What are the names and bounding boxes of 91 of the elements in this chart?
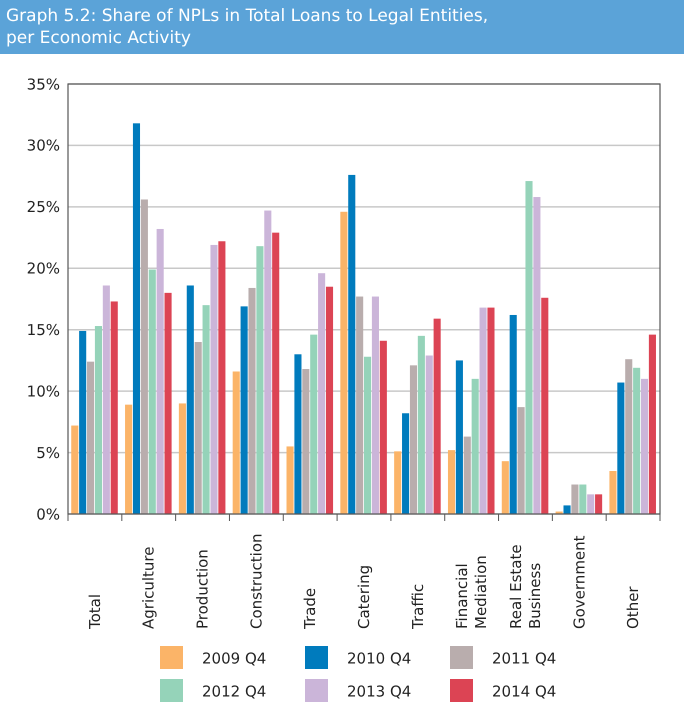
bar	[178, 403, 186, 514]
legend-label: 2010 Q4	[347, 649, 412, 668]
bar	[164, 292, 172, 514]
bar	[340, 212, 348, 514]
y-tick-label: 35%	[26, 75, 60, 94]
bar	[394, 451, 402, 514]
legend-label: 2014 Q4	[492, 682, 556, 700]
y-tick-label: 15%	[26, 320, 60, 339]
bar	[302, 369, 310, 514]
bar	[502, 461, 509, 514]
bar	[256, 246, 264, 514]
bar	[248, 288, 256, 514]
x-tick-label: Traffic	[408, 584, 427, 630]
bar	[186, 285, 194, 514]
legend-label: 2012 Q4	[202, 682, 266, 700]
legend-label: 2009 Q4	[202, 649, 266, 668]
x-tick-label: Production	[194, 549, 212, 629]
bar	[310, 334, 318, 514]
bar	[464, 436, 471, 514]
bar	[541, 298, 548, 514]
bar	[434, 318, 441, 514]
bar	[264, 210, 272, 514]
bar	[418, 336, 425, 514]
legend-label: 2011 Q4	[492, 649, 556, 668]
x-tick-label: Real Estate Business	[506, 544, 544, 629]
bar	[579, 484, 586, 514]
bar	[533, 197, 540, 514]
bar	[87, 362, 94, 514]
bar	[525, 181, 533, 514]
x-tick-label: Government	[570, 535, 588, 629]
bar	[240, 306, 248, 514]
bar	[202, 305, 210, 514]
bar	[148, 270, 156, 514]
bar	[232, 371, 240, 514]
y-tick-label: 10%	[26, 382, 60, 400]
bar	[480, 308, 487, 514]
bar	[633, 368, 640, 514]
bar	[587, 494, 594, 514]
bar	[94, 326, 102, 514]
bar	[518, 407, 525, 514]
bar	[218, 241, 226, 514]
x-tick-label: Other	[624, 586, 642, 629]
bar	[125, 404, 132, 514]
bar	[140, 199, 148, 514]
bar	[210, 244, 218, 514]
bar	[617, 382, 624, 514]
bar	[326, 286, 334, 514]
bar	[487, 308, 495, 514]
bar	[286, 446, 294, 514]
bar	[272, 232, 280, 514]
bar	[194, 342, 202, 514]
bar	[571, 484, 578, 514]
bar	[132, 123, 140, 514]
bar	[563, 505, 571, 514]
x-tick-label: Trade	[301, 588, 320, 630]
bar	[510, 314, 517, 514]
bar	[448, 450, 456, 514]
bar	[640, 378, 648, 514]
y-tick-label: 25%	[26, 198, 60, 216]
bar	[356, 296, 364, 514]
legend-label: 2013 Q4	[347, 682, 412, 700]
bar	[380, 340, 387, 514]
bar	[456, 360, 463, 514]
bar	[625, 359, 632, 514]
bar	[648, 334, 656, 514]
bar	[318, 273, 326, 514]
x-tick-label: Financial Mediation	[453, 555, 490, 629]
bar	[79, 330, 86, 514]
bar	[372, 296, 379, 514]
y-tick-label: 0%	[36, 505, 60, 524]
x-tick-label: Total	[86, 594, 104, 630]
bar	[294, 354, 302, 514]
x-tick-label: Agriculture	[140, 546, 158, 629]
y-tick-label: 5%	[36, 444, 60, 462]
x-tick-label: Construction	[247, 533, 266, 629]
chart-title: Graph 5.2: Share of NPLs in Total Loans to Legal Entities, per Economic Activity	[6, 6, 488, 48]
x-tick-label: Catering	[355, 564, 373, 629]
bar	[110, 301, 118, 514]
bar	[402, 413, 410, 514]
bar	[348, 174, 356, 514]
bar	[426, 356, 433, 514]
bar	[156, 228, 164, 514]
bar	[609, 471, 617, 514]
bar	[71, 426, 78, 514]
bar	[410, 365, 418, 514]
y-tick-label: 20%	[26, 260, 60, 278]
bar	[102, 285, 110, 514]
bar	[472, 378, 479, 514]
bar	[364, 356, 372, 514]
y-tick-label: 30%	[26, 136, 60, 155]
bar	[595, 494, 602, 514]
